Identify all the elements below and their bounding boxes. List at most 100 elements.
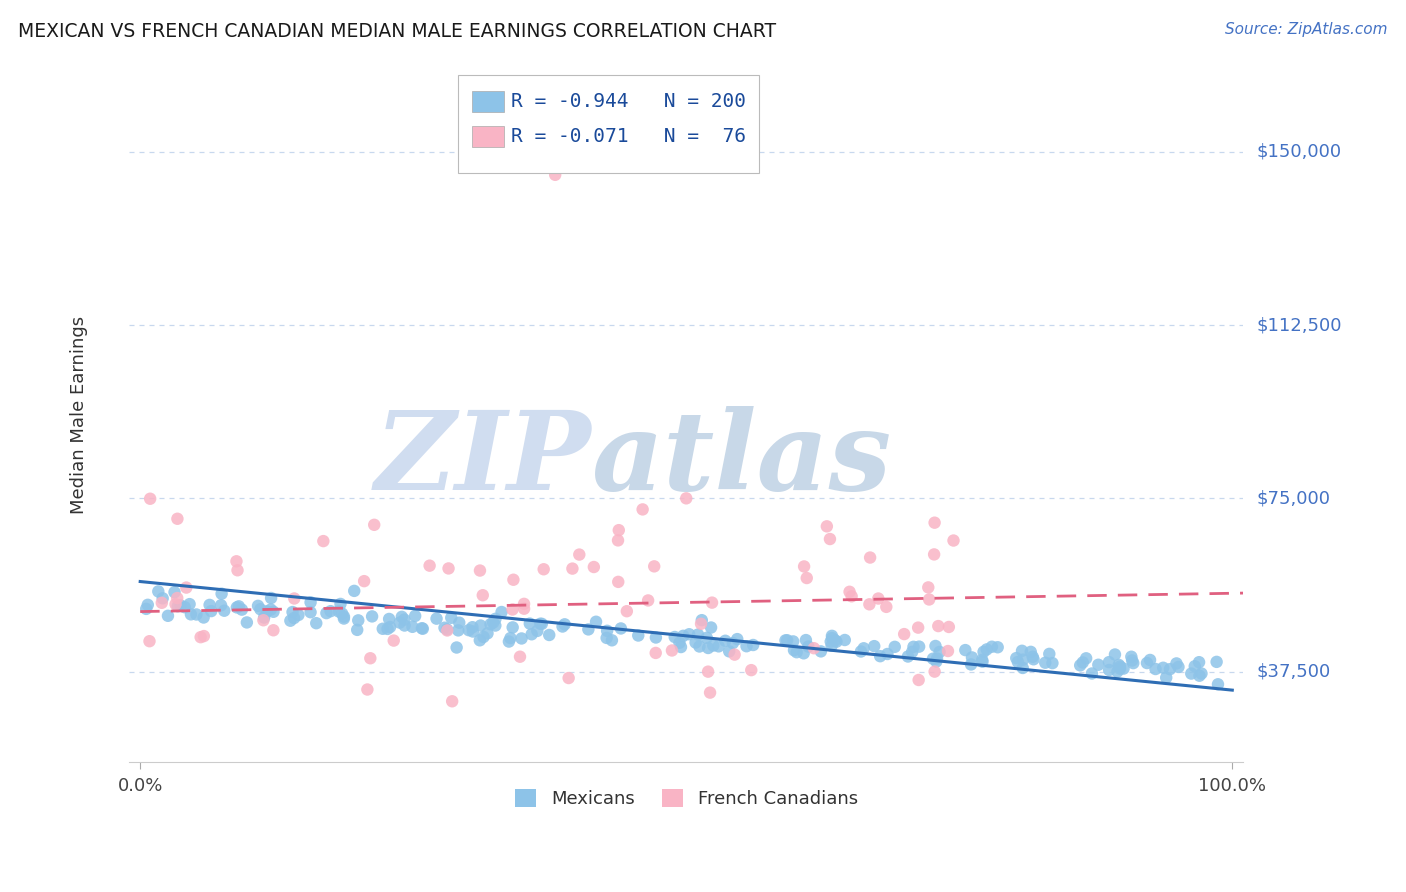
Point xyxy=(1109,662,1132,676)
Point xyxy=(247,599,270,613)
Point xyxy=(924,665,946,679)
Point xyxy=(533,562,555,576)
Point xyxy=(299,595,322,609)
Point xyxy=(987,640,1010,655)
Point xyxy=(519,616,541,631)
Point xyxy=(179,597,201,611)
Point xyxy=(1081,666,1104,681)
Point xyxy=(918,592,941,607)
Point xyxy=(499,631,522,645)
Point xyxy=(1076,651,1098,665)
Point xyxy=(1121,653,1143,667)
Point xyxy=(907,673,929,687)
Point xyxy=(875,599,897,614)
Point xyxy=(359,651,381,665)
Point xyxy=(922,651,945,665)
Point xyxy=(1184,659,1206,673)
Point xyxy=(1109,659,1132,673)
Point xyxy=(818,532,841,546)
Point xyxy=(1021,649,1043,664)
Point xyxy=(1007,655,1029,669)
Point xyxy=(471,588,494,602)
Point xyxy=(280,614,302,628)
Point xyxy=(664,630,686,644)
Point xyxy=(821,631,844,645)
Point xyxy=(226,563,249,577)
Text: Median Male Earnings: Median Male Earnings xyxy=(70,316,89,514)
Point xyxy=(135,602,157,616)
Point xyxy=(228,599,250,614)
Point xyxy=(166,599,188,614)
Point xyxy=(437,561,460,575)
Point xyxy=(529,616,551,631)
Point xyxy=(263,605,285,619)
Point xyxy=(1005,651,1028,665)
Point xyxy=(520,627,543,641)
Point xyxy=(163,585,186,599)
Text: atlas: atlas xyxy=(592,407,891,514)
Point xyxy=(225,600,247,615)
Point xyxy=(388,615,411,630)
Point xyxy=(371,622,394,636)
Point xyxy=(775,633,797,648)
Point xyxy=(472,630,495,644)
Point xyxy=(404,609,426,624)
Point xyxy=(820,634,842,648)
Point xyxy=(568,548,591,562)
Point xyxy=(627,628,650,642)
Point xyxy=(668,636,690,650)
Point xyxy=(449,615,471,630)
Point xyxy=(960,657,983,672)
Point xyxy=(253,610,276,624)
Point xyxy=(329,597,352,611)
Point xyxy=(1188,669,1211,683)
Point xyxy=(925,651,948,665)
Point xyxy=(180,607,202,622)
Point xyxy=(821,629,844,643)
Point xyxy=(193,610,215,624)
Point xyxy=(510,632,533,646)
Point xyxy=(585,615,607,629)
Point xyxy=(928,645,950,659)
Point xyxy=(685,635,707,649)
Point xyxy=(166,591,188,605)
Point xyxy=(356,682,378,697)
Point xyxy=(211,587,233,601)
Point xyxy=(363,517,385,532)
Point xyxy=(1139,653,1161,667)
Point xyxy=(186,607,208,622)
Point xyxy=(498,634,520,648)
Point xyxy=(1112,662,1135,676)
Point xyxy=(1136,656,1159,670)
Point xyxy=(554,617,576,632)
Point xyxy=(446,640,468,655)
Point xyxy=(484,612,506,626)
Point xyxy=(976,642,998,657)
Point xyxy=(908,640,931,654)
Point xyxy=(156,608,179,623)
Point xyxy=(938,620,960,634)
Point xyxy=(607,574,630,589)
Point xyxy=(876,647,898,661)
Point xyxy=(468,633,491,648)
Point xyxy=(907,621,929,635)
Text: R = -0.944   N = 200: R = -0.944 N = 200 xyxy=(512,92,747,112)
Point xyxy=(509,649,531,664)
Point xyxy=(491,605,513,619)
Point xyxy=(1011,661,1033,675)
Point xyxy=(700,596,723,610)
Point xyxy=(461,620,484,634)
Point xyxy=(214,604,236,618)
Point xyxy=(353,574,375,589)
Point xyxy=(412,622,434,636)
Point xyxy=(783,643,806,657)
Point xyxy=(262,624,284,638)
Point xyxy=(725,632,748,646)
Point xyxy=(1205,655,1227,669)
Point xyxy=(644,646,666,660)
Point xyxy=(897,649,920,664)
Point xyxy=(600,633,623,648)
Point xyxy=(616,604,638,618)
Point xyxy=(718,644,741,658)
Point xyxy=(1188,655,1211,669)
